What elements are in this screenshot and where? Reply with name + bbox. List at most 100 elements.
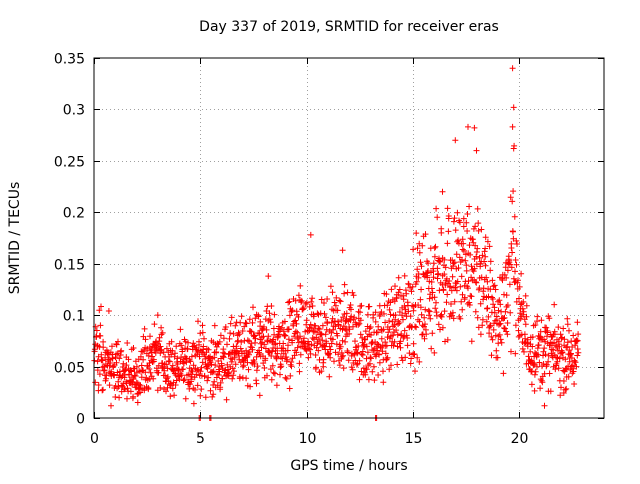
data-point — [536, 359, 543, 366]
data-point — [116, 394, 123, 401]
data-point — [510, 228, 516, 235]
data-point — [436, 258, 443, 265]
data-point — [366, 325, 373, 332]
data-point — [336, 362, 343, 369]
data-point — [100, 344, 107, 351]
data-point — [299, 306, 306, 313]
data-point — [210, 391, 217, 398]
data-point — [421, 335, 428, 342]
data-point — [351, 314, 358, 321]
data-point — [395, 274, 402, 281]
data-point — [394, 361, 401, 368]
data-point — [197, 330, 204, 337]
data-point — [215, 372, 222, 378]
data-point — [502, 308, 509, 315]
data-point — [357, 317, 364, 324]
data-point — [450, 315, 457, 322]
data-point — [514, 241, 520, 247]
data-point — [514, 279, 521, 286]
data-point — [113, 359, 120, 366]
data-point — [501, 271, 508, 278]
data-point — [250, 304, 256, 311]
data-point — [551, 339, 557, 346]
data-point — [383, 356, 390, 363]
data-point — [96, 371, 103, 378]
data-point — [92, 379, 99, 386]
data-point — [99, 387, 106, 394]
data-point — [487, 322, 494, 329]
data-point — [386, 306, 393, 313]
data-point — [431, 253, 438, 260]
data-point — [473, 279, 480, 286]
data-point — [478, 226, 485, 233]
data-point — [364, 311, 371, 318]
data-point — [120, 360, 127, 367]
data-point — [441, 271, 448, 278]
data-point — [467, 251, 474, 258]
data-point — [145, 386, 152, 393]
data-point — [472, 223, 479, 230]
data-point — [220, 346, 227, 353]
data-point — [560, 325, 567, 332]
data-point — [518, 270, 525, 277]
data-point — [523, 313, 530, 320]
data-point — [249, 319, 256, 326]
data-point — [208, 361, 215, 368]
data-point — [490, 326, 497, 333]
data-point — [196, 353, 203, 360]
data-point — [269, 362, 276, 369]
data-point — [314, 329, 321, 336]
data-point — [462, 257, 469, 264]
data-point — [231, 354, 238, 361]
data-point — [105, 308, 112, 314]
data-point — [564, 339, 571, 346]
data-point — [98, 356, 105, 363]
data-point — [416, 249, 423, 256]
data-point — [471, 265, 478, 272]
data-point — [132, 373, 139, 379]
x-tick-label: 20 — [511, 431, 529, 447]
data-point — [201, 372, 208, 379]
data-point — [480, 296, 487, 303]
data-point — [465, 123, 471, 130]
data-point — [252, 335, 259, 342]
data-point — [251, 332, 258, 339]
data-point — [166, 381, 173, 388]
data-point — [434, 214, 441, 221]
data-point — [556, 355, 563, 362]
data-point — [123, 362, 130, 369]
data-point — [106, 382, 113, 389]
data-point — [321, 300, 327, 306]
data-point — [230, 330, 237, 337]
data-point — [390, 342, 397, 349]
data-point — [134, 399, 141, 406]
data-point — [155, 362, 162, 369]
data-point — [157, 384, 164, 391]
data-point — [487, 286, 494, 293]
data-point — [341, 281, 348, 288]
data-point — [252, 315, 259, 322]
data-point — [238, 313, 245, 320]
data-point — [508, 348, 514, 355]
data-point — [404, 342, 411, 349]
data-point — [197, 368, 204, 375]
data-point — [460, 215, 467, 222]
data-point — [107, 360, 114, 366]
data-point — [231, 368, 237, 375]
data-point — [445, 213, 452, 219]
data-point — [292, 328, 299, 335]
data-point — [127, 388, 134, 395]
data-point — [239, 328, 246, 334]
data-point — [521, 348, 527, 355]
data-point — [444, 291, 451, 298]
data-point — [287, 372, 294, 379]
data-point — [381, 310, 387, 317]
data-point — [257, 318, 264, 325]
data-point — [482, 234, 489, 241]
data-point — [483, 274, 490, 281]
data-point — [163, 345, 170, 352]
data-point — [449, 309, 456, 316]
y-tick-label: 0.05 — [54, 361, 85, 377]
data-point — [357, 331, 364, 338]
